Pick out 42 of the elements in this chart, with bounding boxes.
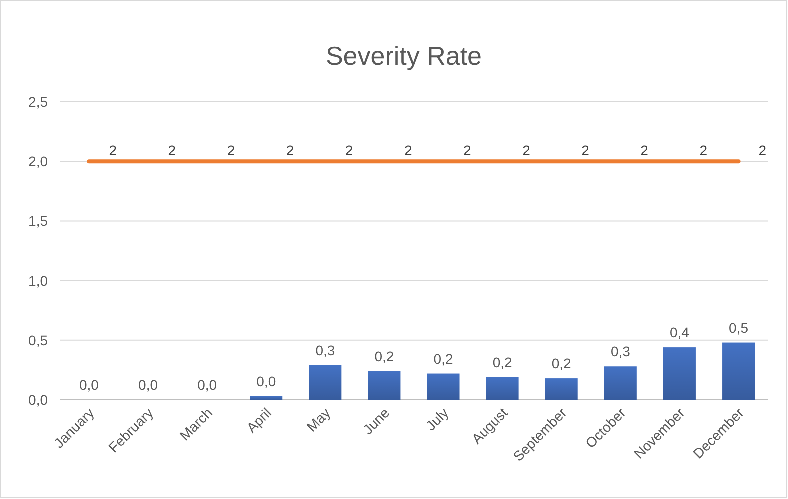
data-label: 0,0: [79, 377, 100, 393]
y-tick-label: 1,5: [28, 213, 48, 230]
data-label: 2: [640, 142, 649, 159]
data-label: 0,2: [374, 348, 394, 364]
data-label: 2: [700, 142, 708, 159]
data-label: 2: [286, 142, 294, 159]
data-label: 2: [227, 142, 236, 159]
x-tick-label: July: [422, 404, 452, 434]
data-label: 0,0: [198, 377, 218, 393]
data-label: 0,3: [316, 342, 336, 358]
data-label: 0,3: [610, 344, 631, 360]
data-label: 0,4: [670, 324, 690, 341]
data-label: 2: [758, 142, 767, 159]
bar: [368, 371, 401, 400]
bar: [722, 342, 756, 400]
data-label: 2: [109, 142, 118, 159]
y-tick-label: 0,0: [28, 392, 48, 408]
bar: [604, 366, 637, 400]
data-label: 0,2: [492, 354, 513, 370]
x-tick-label: May: [304, 404, 334, 435]
y-tick-label: 2,0: [28, 154, 48, 170]
data-label: 2: [522, 142, 531, 159]
bar: [427, 374, 460, 400]
data-label: 0,0: [138, 377, 158, 393]
data-label: 2: [404, 142, 412, 159]
data-label: 2: [582, 142, 590, 159]
y-tick-label: 1,0: [28, 272, 48, 289]
y-tick-label: 2,5: [28, 94, 48, 110]
data-label: 0,5: [729, 320, 749, 336]
bar: [250, 396, 283, 400]
data-label: 0,0: [256, 373, 276, 390]
y-tick-label: 0,5: [28, 332, 48, 348]
bar: [486, 377, 519, 400]
bar: [663, 348, 696, 400]
data-label: 0,2: [552, 356, 572, 372]
bar: [309, 365, 342, 400]
data-label: 2: [345, 142, 354, 159]
bar: [545, 378, 578, 400]
data-label: 0,2: [434, 350, 454, 367]
data-label: 2: [464, 142, 472, 159]
chart-title: Severity Rate: [326, 41, 482, 71]
data-label: 2: [168, 142, 176, 159]
